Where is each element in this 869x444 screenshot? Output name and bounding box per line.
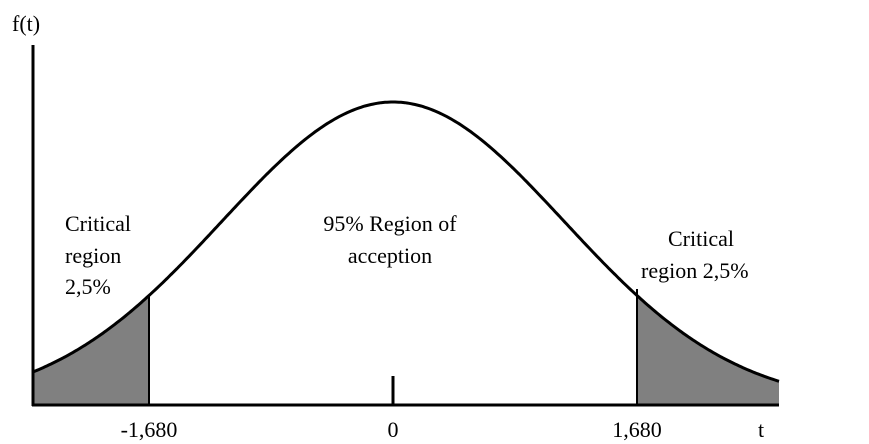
region-label: Critical xyxy=(668,226,734,251)
region-label: acception xyxy=(348,243,432,268)
region-label: Critical xyxy=(65,211,131,236)
critical-region-left xyxy=(33,295,149,405)
density-curve xyxy=(32,100,780,383)
x-axis-label: t xyxy=(758,417,764,442)
tick-label: -1,680 xyxy=(121,417,178,442)
tick-label: 1,680 xyxy=(612,417,662,442)
tick-label: 0 xyxy=(388,417,399,442)
region-label: 95% Region of xyxy=(323,211,457,236)
y-axis-label: f(t) xyxy=(12,11,40,36)
region-label: region 2,5% xyxy=(641,258,749,283)
region-label: region xyxy=(65,243,121,268)
region-label: 2,5% xyxy=(65,274,111,299)
